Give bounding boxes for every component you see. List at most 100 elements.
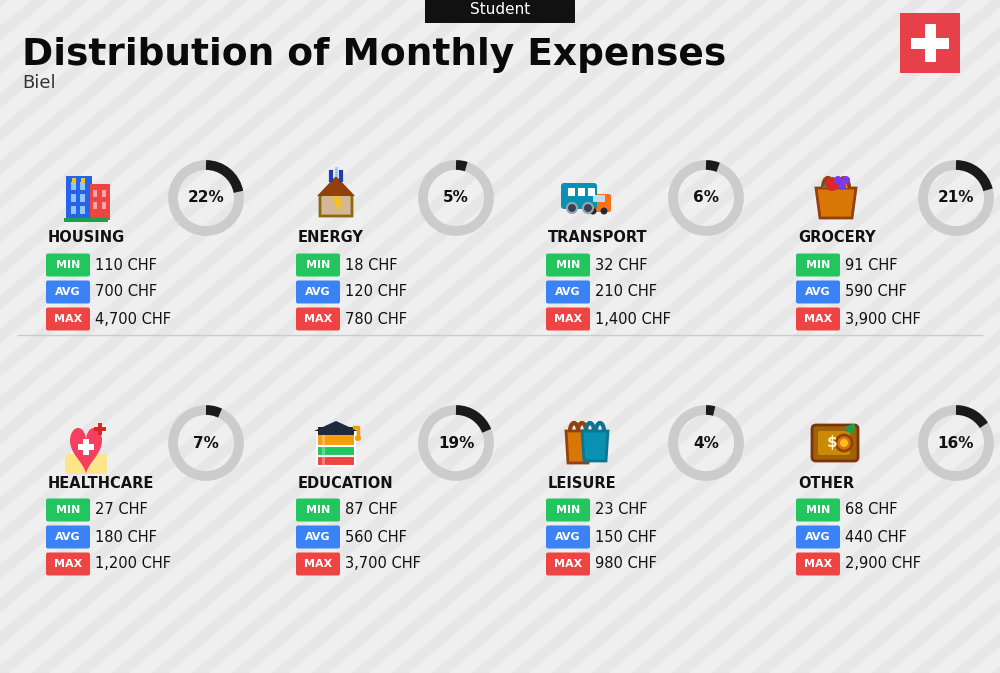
Polygon shape [332,196,343,216]
Text: GROCERY: GROCERY [798,230,876,246]
Bar [318,427,354,435]
Text: 210 CHF: 210 CHF [595,285,657,299]
Circle shape [825,177,839,191]
Bar [71,206,76,214]
Text: ENERGY: ENERGY [298,230,364,246]
Bar [81,178,85,184]
FancyBboxPatch shape [65,454,107,474]
Circle shape [567,203,577,213]
Text: AVG: AVG [555,287,581,297]
Bar [102,202,106,209]
Text: 23 CHF: 23 CHF [595,503,648,518]
Bar [322,435,325,445]
Text: AVG: AVG [805,287,831,297]
Circle shape [600,207,608,215]
Text: HOUSING: HOUSING [48,230,125,246]
Text: MAX: MAX [304,314,332,324]
FancyBboxPatch shape [296,553,340,575]
Text: 18 CHF: 18 CHF [345,258,398,273]
Polygon shape [816,188,856,218]
FancyBboxPatch shape [900,13,960,73]
Text: 3,700 CHF: 3,700 CHF [345,557,421,571]
Text: MAX: MAX [304,559,332,569]
Bar [83,439,89,455]
Text: 27 CHF: 27 CHF [95,503,148,518]
Text: 19%: 19% [438,435,474,450]
Text: MAX: MAX [54,314,82,324]
Text: 21%: 21% [938,190,974,205]
Text: 68 CHF: 68 CHF [845,503,898,518]
Bar [64,218,108,222]
Text: 560 CHF: 560 CHF [345,530,407,544]
Text: OTHER: OTHER [798,476,854,491]
Text: MAX: MAX [804,314,832,324]
Text: 590 CHF: 590 CHF [845,285,907,299]
Bar [80,194,85,202]
Text: 1,400 CHF: 1,400 CHF [595,312,671,326]
FancyBboxPatch shape [546,526,590,548]
Polygon shape [320,180,352,216]
Text: AVG: AVG [55,532,81,542]
Text: AVG: AVG [55,287,81,297]
FancyBboxPatch shape [546,254,590,277]
Circle shape [583,203,593,213]
Circle shape [834,176,842,184]
Bar [93,202,97,209]
Text: MAX: MAX [554,559,582,569]
FancyBboxPatch shape [796,553,840,575]
Text: MIN: MIN [56,505,80,515]
Text: AVG: AVG [305,532,331,542]
Text: 5%: 5% [443,190,469,205]
Bar [71,182,76,190]
Text: $: $ [827,435,837,450]
Bar [66,176,92,220]
Polygon shape [70,428,102,474]
Text: AVG: AVG [805,532,831,542]
Text: 700 CHF: 700 CHF [95,285,157,299]
Bar [80,206,85,214]
FancyBboxPatch shape [46,499,90,522]
Bar [911,38,949,48]
Text: MAX: MAX [804,559,832,569]
Polygon shape [314,421,358,431]
FancyBboxPatch shape [546,553,590,575]
Circle shape [838,182,846,190]
Text: 150 CHF: 150 CHF [595,530,657,544]
Polygon shape [566,431,591,463]
Bar [322,445,325,455]
FancyBboxPatch shape [46,553,90,575]
FancyBboxPatch shape [296,499,340,522]
Circle shape [836,435,852,451]
Text: MIN: MIN [306,260,330,270]
Text: AVG: AVG [555,532,581,542]
Text: Biel: Biel [22,74,56,92]
FancyBboxPatch shape [296,526,340,548]
FancyBboxPatch shape [46,308,90,330]
Text: 980 CHF: 980 CHF [595,557,657,571]
Text: MAX: MAX [54,559,82,569]
Circle shape [840,439,848,447]
Text: 87 CHF: 87 CHF [345,503,398,518]
Text: MIN: MIN [56,260,80,270]
Text: 6%: 6% [693,190,719,205]
Polygon shape [822,176,834,188]
FancyBboxPatch shape [296,254,340,277]
Text: 180 CHF: 180 CHF [95,530,157,544]
Bar [98,423,102,435]
Text: 3,900 CHF: 3,900 CHF [845,312,921,326]
Circle shape [355,435,361,441]
Text: 4%: 4% [693,435,719,450]
Text: 2,900 CHF: 2,900 CHF [845,557,921,571]
FancyBboxPatch shape [561,183,597,209]
FancyBboxPatch shape [46,254,90,277]
FancyBboxPatch shape [796,254,840,277]
Bar [90,184,110,220]
FancyBboxPatch shape [317,454,355,466]
Text: Student: Student [470,3,530,17]
Text: 780 CHF: 780 CHF [345,312,407,326]
Bar [94,427,106,431]
Circle shape [590,207,596,215]
Text: MIN: MIN [806,505,830,515]
Circle shape [842,176,850,184]
Text: TRANSPORT: TRANSPORT [548,230,648,246]
